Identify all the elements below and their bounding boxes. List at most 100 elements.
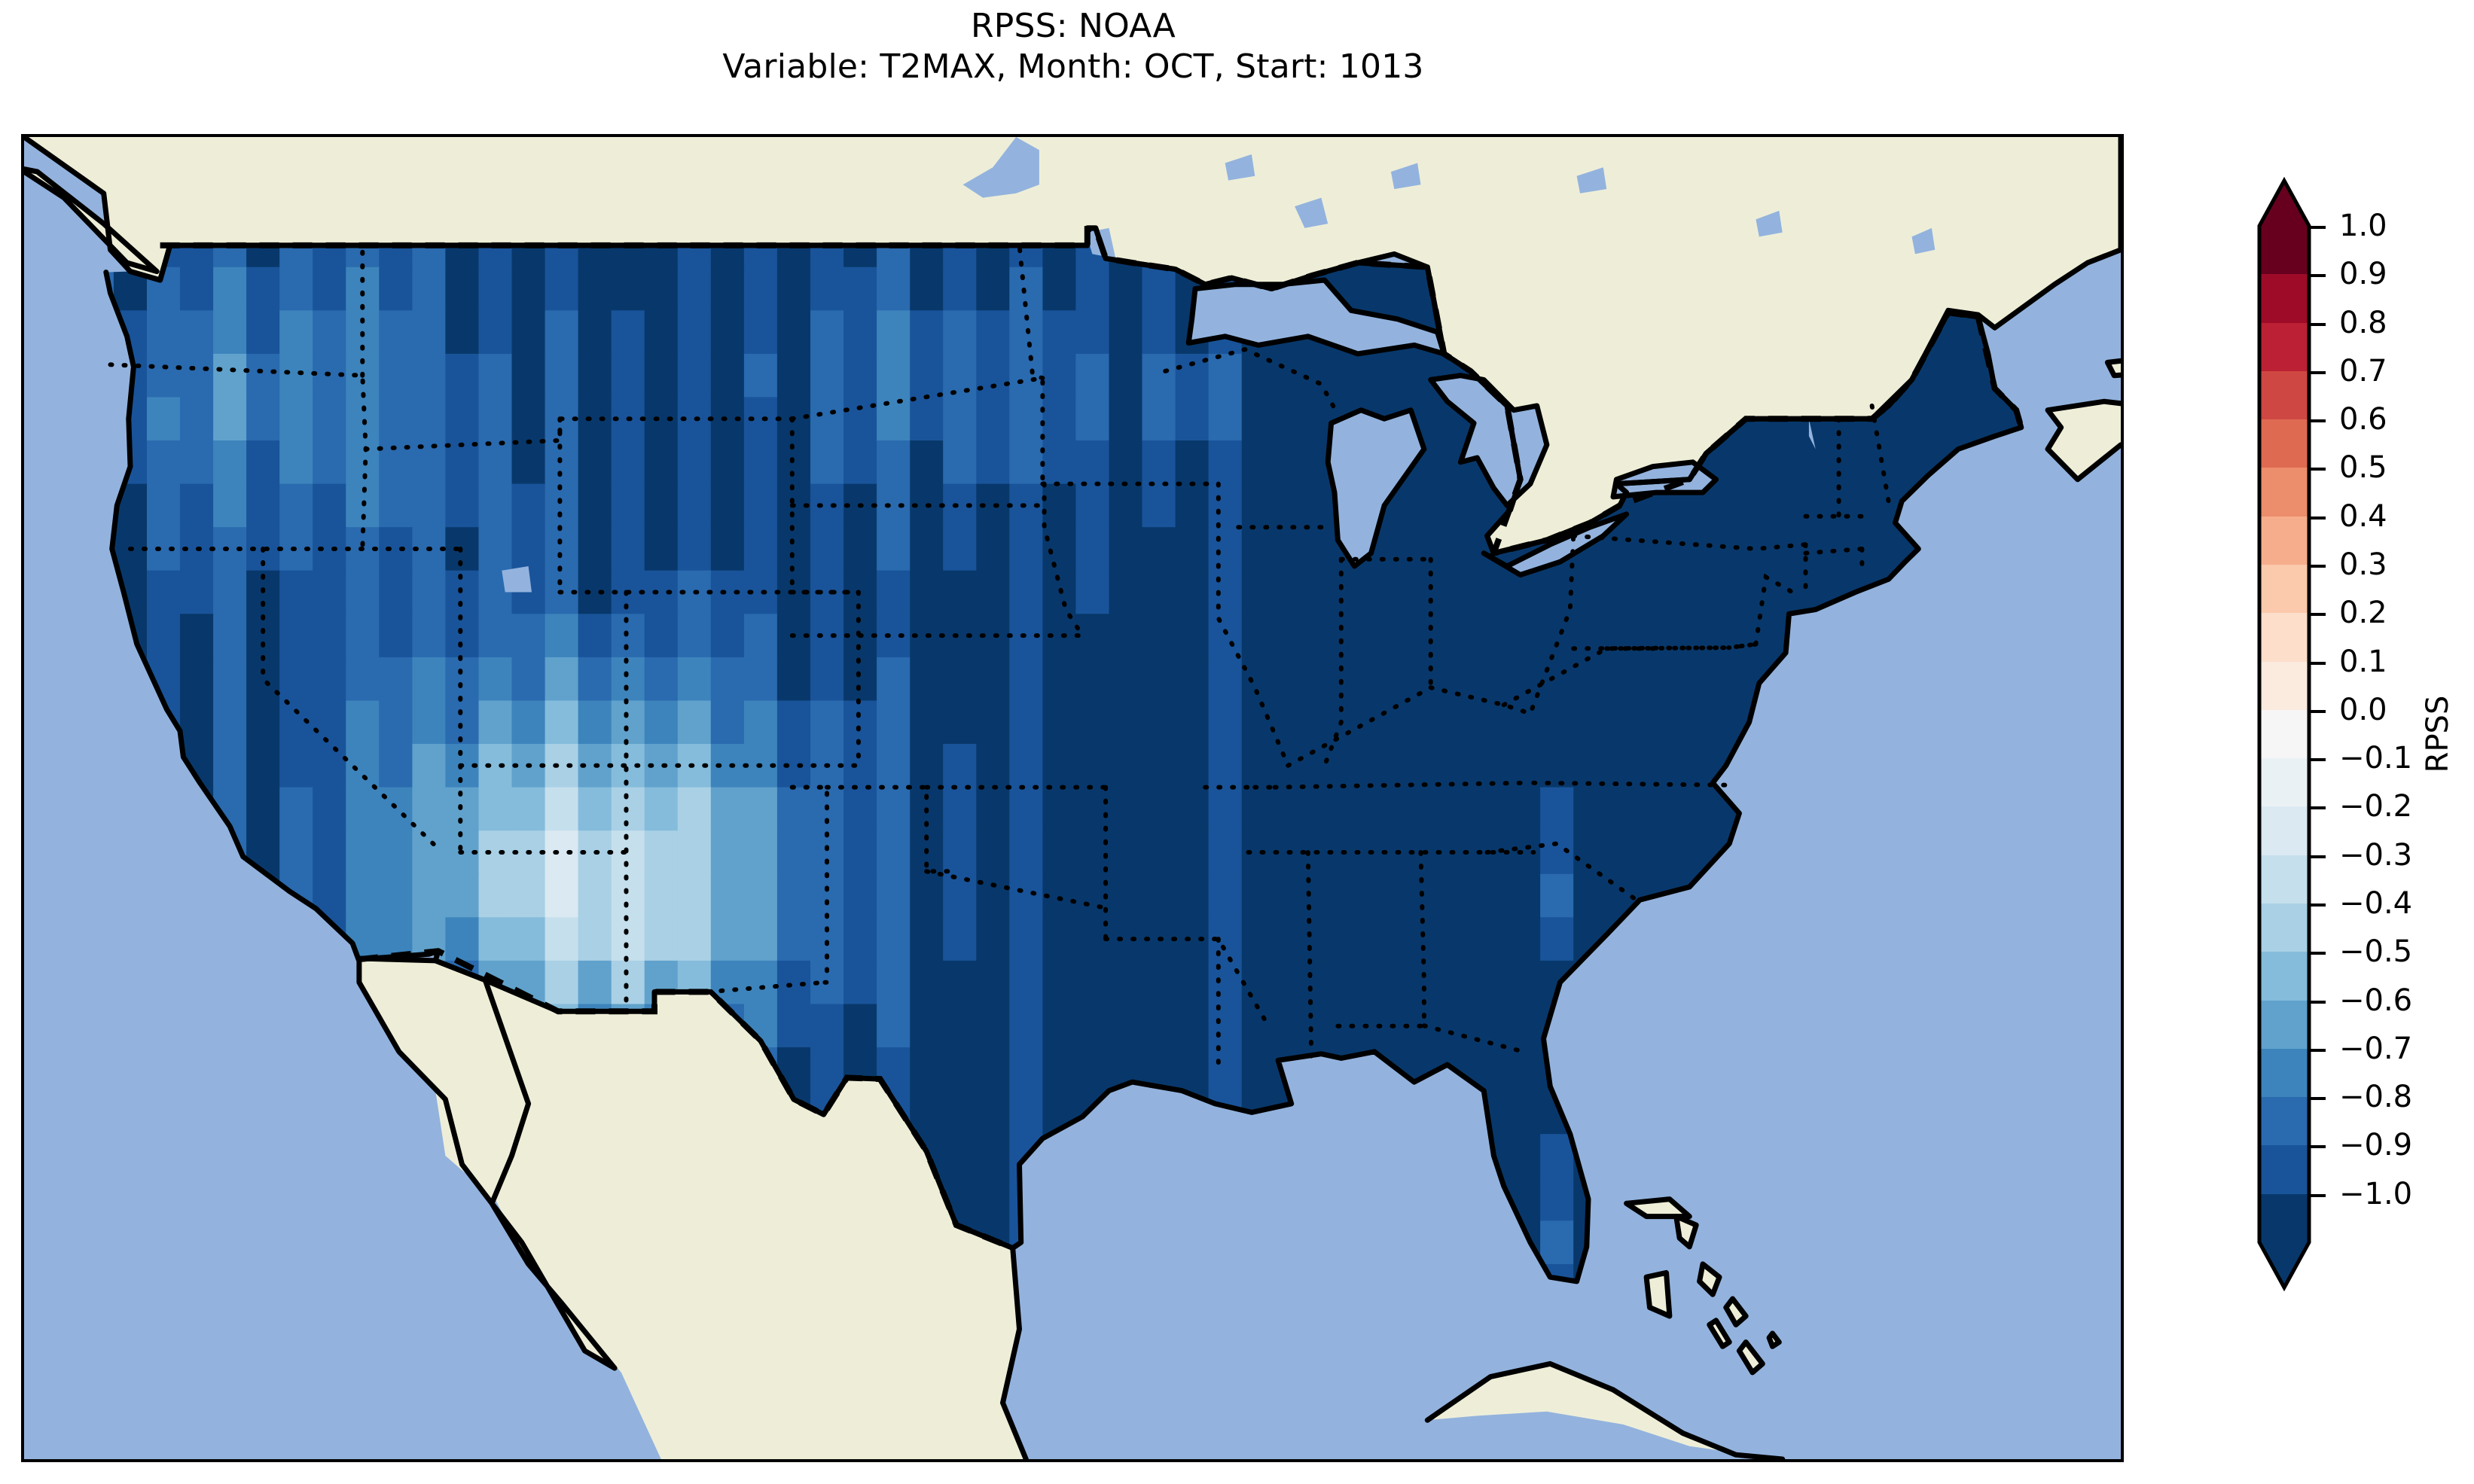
state-border bbox=[261, 547, 444, 855]
rpss-grid-cell bbox=[1042, 700, 1077, 745]
rpss-grid-cell bbox=[710, 267, 746, 312]
rpss-grid-cell bbox=[279, 787, 314, 832]
rpss-grid-cell bbox=[246, 700, 281, 745]
rpss-grid-cell bbox=[1374, 657, 1409, 702]
rpss-grid-cell bbox=[644, 917, 679, 962]
rpss-grid-cell bbox=[644, 657, 679, 702]
rpss-grid-cell bbox=[877, 787, 911, 832]
state-border bbox=[1017, 242, 1045, 381]
rpss-grid-cell bbox=[1042, 1004, 1077, 1049]
rpss-grid-cell bbox=[412, 744, 447, 788]
rpss-grid-cell bbox=[1706, 570, 1740, 615]
rpss-grid-cell bbox=[810, 267, 845, 312]
rpss-grid-cell bbox=[246, 744, 281, 788]
rpss-grid-cell bbox=[1507, 960, 1542, 1005]
rpss-grid-cell bbox=[379, 614, 413, 659]
rpss-grid-cell bbox=[213, 744, 248, 788]
rpss-grid-cell bbox=[1142, 614, 1176, 659]
rpss-grid-cell bbox=[1175, 657, 1210, 702]
rpss-grid-cell bbox=[776, 267, 812, 312]
rpss-grid-cell bbox=[412, 830, 447, 875]
rpss-grid-cell bbox=[1441, 614, 1475, 659]
rpss-grid-cell bbox=[611, 483, 645, 529]
rpss-grid-cell bbox=[1474, 1047, 1508, 1092]
rpss-grid-cell bbox=[1142, 960, 1176, 1005]
state-border bbox=[1869, 404, 1898, 504]
colorbar-ticks: 1.0 0.9 0.8 0.7 0.6 0.5 0.4 0.3 0.2 0.1 0.0 −0.1 −0.… bbox=[2309, 209, 2474, 1242]
rpss-grid-cell bbox=[445, 917, 480, 962]
rpss-grid-cell bbox=[1573, 570, 1608, 615]
coastline bbox=[356, 955, 618, 1371]
rpss-grid-cell bbox=[478, 787, 513, 832]
rpss-grid-cell bbox=[976, 570, 1011, 615]
rpss-grid-cell bbox=[644, 527, 679, 571]
coastline bbox=[1610, 459, 1719, 500]
rpss-grid-cell bbox=[1540, 700, 1575, 745]
rpss-grid-cell bbox=[644, 267, 679, 312]
rpss-grid-cell bbox=[1109, 917, 1143, 962]
rpss-grid-cell bbox=[677, 440, 712, 485]
rpss-grid-cell bbox=[1075, 310, 1110, 355]
rpss-grid-cell bbox=[1241, 527, 1276, 571]
rpss-grid-cell bbox=[445, 657, 480, 702]
rpss-grid-cell bbox=[213, 397, 248, 442]
rpss-grid-cell bbox=[1142, 353, 1176, 398]
rpss-grid-cell bbox=[1307, 917, 1343, 962]
rpss-grid-cell bbox=[478, 744, 513, 788]
rpss-grid-cell bbox=[843, 353, 878, 398]
rpss-grid-cell bbox=[213, 570, 248, 615]
rpss-grid-cell bbox=[279, 614, 314, 659]
rpss-grid-cell bbox=[611, 657, 645, 702]
rpss-grid-cell bbox=[1042, 787, 1077, 832]
rpss-grid-cell bbox=[412, 440, 447, 485]
rpss-grid-cell bbox=[743, 310, 779, 355]
rpss-grid-cell bbox=[578, 440, 612, 485]
rpss-grid-cell bbox=[445, 353, 480, 398]
rpss-grid-cell bbox=[1274, 744, 1309, 788]
coastline bbox=[2104, 358, 2121, 379]
rpss-grid-cell bbox=[976, 310, 1011, 355]
rpss-grid-cell bbox=[313, 744, 347, 788]
coastline bbox=[24, 137, 2121, 556]
rpss-grid-cell bbox=[810, 700, 845, 745]
rpss-grid-cell bbox=[545, 483, 579, 529]
rpss-grid-cell bbox=[843, 960, 878, 1005]
colorbar-tick-mark bbox=[2309, 758, 2326, 762]
rpss-grid-cell bbox=[578, 873, 612, 919]
rpss-grid-cell bbox=[1208, 397, 1243, 442]
rpss-grid-cell bbox=[877, 873, 911, 919]
rpss-grid-cell bbox=[147, 353, 182, 398]
rpss-grid-cell bbox=[1407, 614, 1442, 659]
rpss-grid-cell bbox=[943, 657, 978, 702]
rpss-grid-cell bbox=[644, 440, 679, 485]
rpss-grid-cell bbox=[843, 917, 878, 962]
colorbar-tick-mark bbox=[2309, 855, 2326, 858]
rpss-grid-cell bbox=[1175, 570, 1210, 615]
rpss-grid-cell bbox=[1142, 657, 1176, 702]
lake-winnipeg bbox=[962, 137, 1039, 198]
colorbar-segment bbox=[2259, 226, 2309, 276]
rpss-grid-cell bbox=[810, 1047, 845, 1092]
rpss-grid-cell bbox=[1606, 744, 1641, 788]
rpss-grid-cell bbox=[877, 917, 911, 962]
rpss-grid-cell bbox=[1009, 960, 1044, 1005]
rpss-grid-cell bbox=[313, 310, 347, 355]
rpss-grid-cell bbox=[279, 310, 314, 355]
rpss-grid-cell bbox=[1109, 310, 1143, 355]
rpss-grid-cell bbox=[1208, 527, 1243, 571]
chart-title: RPSS: NOAA Variable: T2MAX, Month: OCT, … bbox=[0, 6, 2146, 87]
rpss-grid-cell bbox=[1374, 873, 1409, 919]
rpss-grid-cell bbox=[445, 440, 480, 485]
rpss-grid-cell bbox=[279, 744, 314, 788]
rpss-grid-cell bbox=[1341, 917, 1376, 962]
rpss-grid-cell bbox=[578, 700, 612, 745]
coastline bbox=[1424, 1361, 1786, 1459]
rpss-grid-cell bbox=[976, 787, 1011, 832]
rpss-grid-cell bbox=[1075, 1004, 1110, 1049]
rpss-grid-cell bbox=[1241, 787, 1276, 832]
rpss-grid-cell bbox=[943, 960, 978, 1005]
rpss-grid-cell bbox=[943, 1047, 978, 1092]
colorbar-segment bbox=[2259, 1193, 2309, 1243]
rpss-grid-cell bbox=[1573, 787, 1608, 832]
rpss-grid-cell bbox=[1208, 1004, 1243, 1049]
